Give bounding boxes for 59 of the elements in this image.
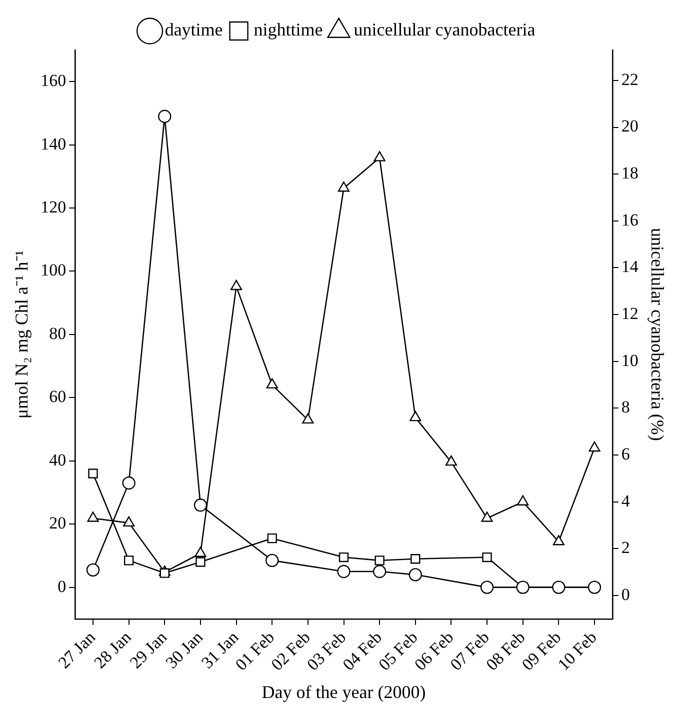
y-axis-title: μmol N₂ mg Chl a⁻¹ h⁻¹ — [12, 250, 32, 419]
legend-label: daytime — [164, 20, 223, 40]
point — [588, 441, 600, 452]
point — [480, 580, 494, 594]
point — [194, 546, 206, 557]
y2-tick-label: 8 — [621, 398, 630, 417]
y2-tick-label: 4 — [621, 491, 630, 510]
point — [481, 512, 493, 522]
y-tick-label: 80 — [49, 324, 66, 343]
point — [482, 552, 492, 562]
point — [302, 413, 314, 424]
y2-axis-title: unicellular cyanobacteria (%) — [647, 228, 668, 441]
point — [374, 151, 386, 162]
y-tick-label: 20 — [49, 514, 66, 533]
x-axis-title: Day of the year (2000) — [262, 682, 426, 702]
y-tick-label: 0 — [58, 576, 66, 596]
point — [552, 535, 564, 546]
y2-tick-label: 16 — [621, 210, 638, 230]
point — [87, 512, 99, 522]
y-tick-label: 40 — [49, 450, 66, 470]
y2-tick-label: 10 — [621, 350, 638, 370]
point — [445, 455, 458, 466]
point — [338, 552, 349, 562]
point — [158, 110, 172, 123]
point — [517, 495, 529, 506]
point — [266, 554, 279, 568]
y-tick-label: 140 — [40, 134, 66, 154]
y2-tick-label: 6 — [621, 444, 630, 464]
point — [338, 182, 350, 192]
y-tick-label: 160 — [40, 71, 66, 90]
point — [230, 280, 242, 290]
y-tick-label: 60 — [49, 387, 66, 406]
y-tick-label: 120 — [40, 198, 66, 216]
y2-tick-label: 2 — [621, 538, 630, 558]
point — [337, 564, 350, 578]
legend-label: nighttime — [254, 20, 323, 40]
point — [266, 378, 278, 388]
y2-tick-label: 12 — [621, 304, 638, 324]
point — [267, 533, 277, 544]
y-tick-label: 100 — [40, 260, 66, 280]
point — [124, 556, 134, 566]
y2-tick-label: 14 — [621, 257, 639, 276]
legend-label: unicellular cyanobacteria — [354, 20, 536, 40]
y2-tick-label: 20 — [621, 116, 638, 136]
point — [372, 564, 386, 578]
point — [123, 516, 135, 527]
y2-tick-label: 22 — [621, 70, 638, 89]
point — [408, 568, 422, 582]
point — [374, 556, 384, 566]
y2-tick-label: 0 — [621, 584, 630, 604]
point — [410, 410, 422, 422]
point — [194, 498, 208, 512]
point — [410, 554, 420, 564]
point — [196, 557, 206, 567]
y2-tick-label: 18 — [621, 164, 638, 183]
point — [160, 568, 170, 578]
point — [88, 468, 98, 478]
point — [86, 563, 100, 577]
point — [122, 476, 136, 490]
